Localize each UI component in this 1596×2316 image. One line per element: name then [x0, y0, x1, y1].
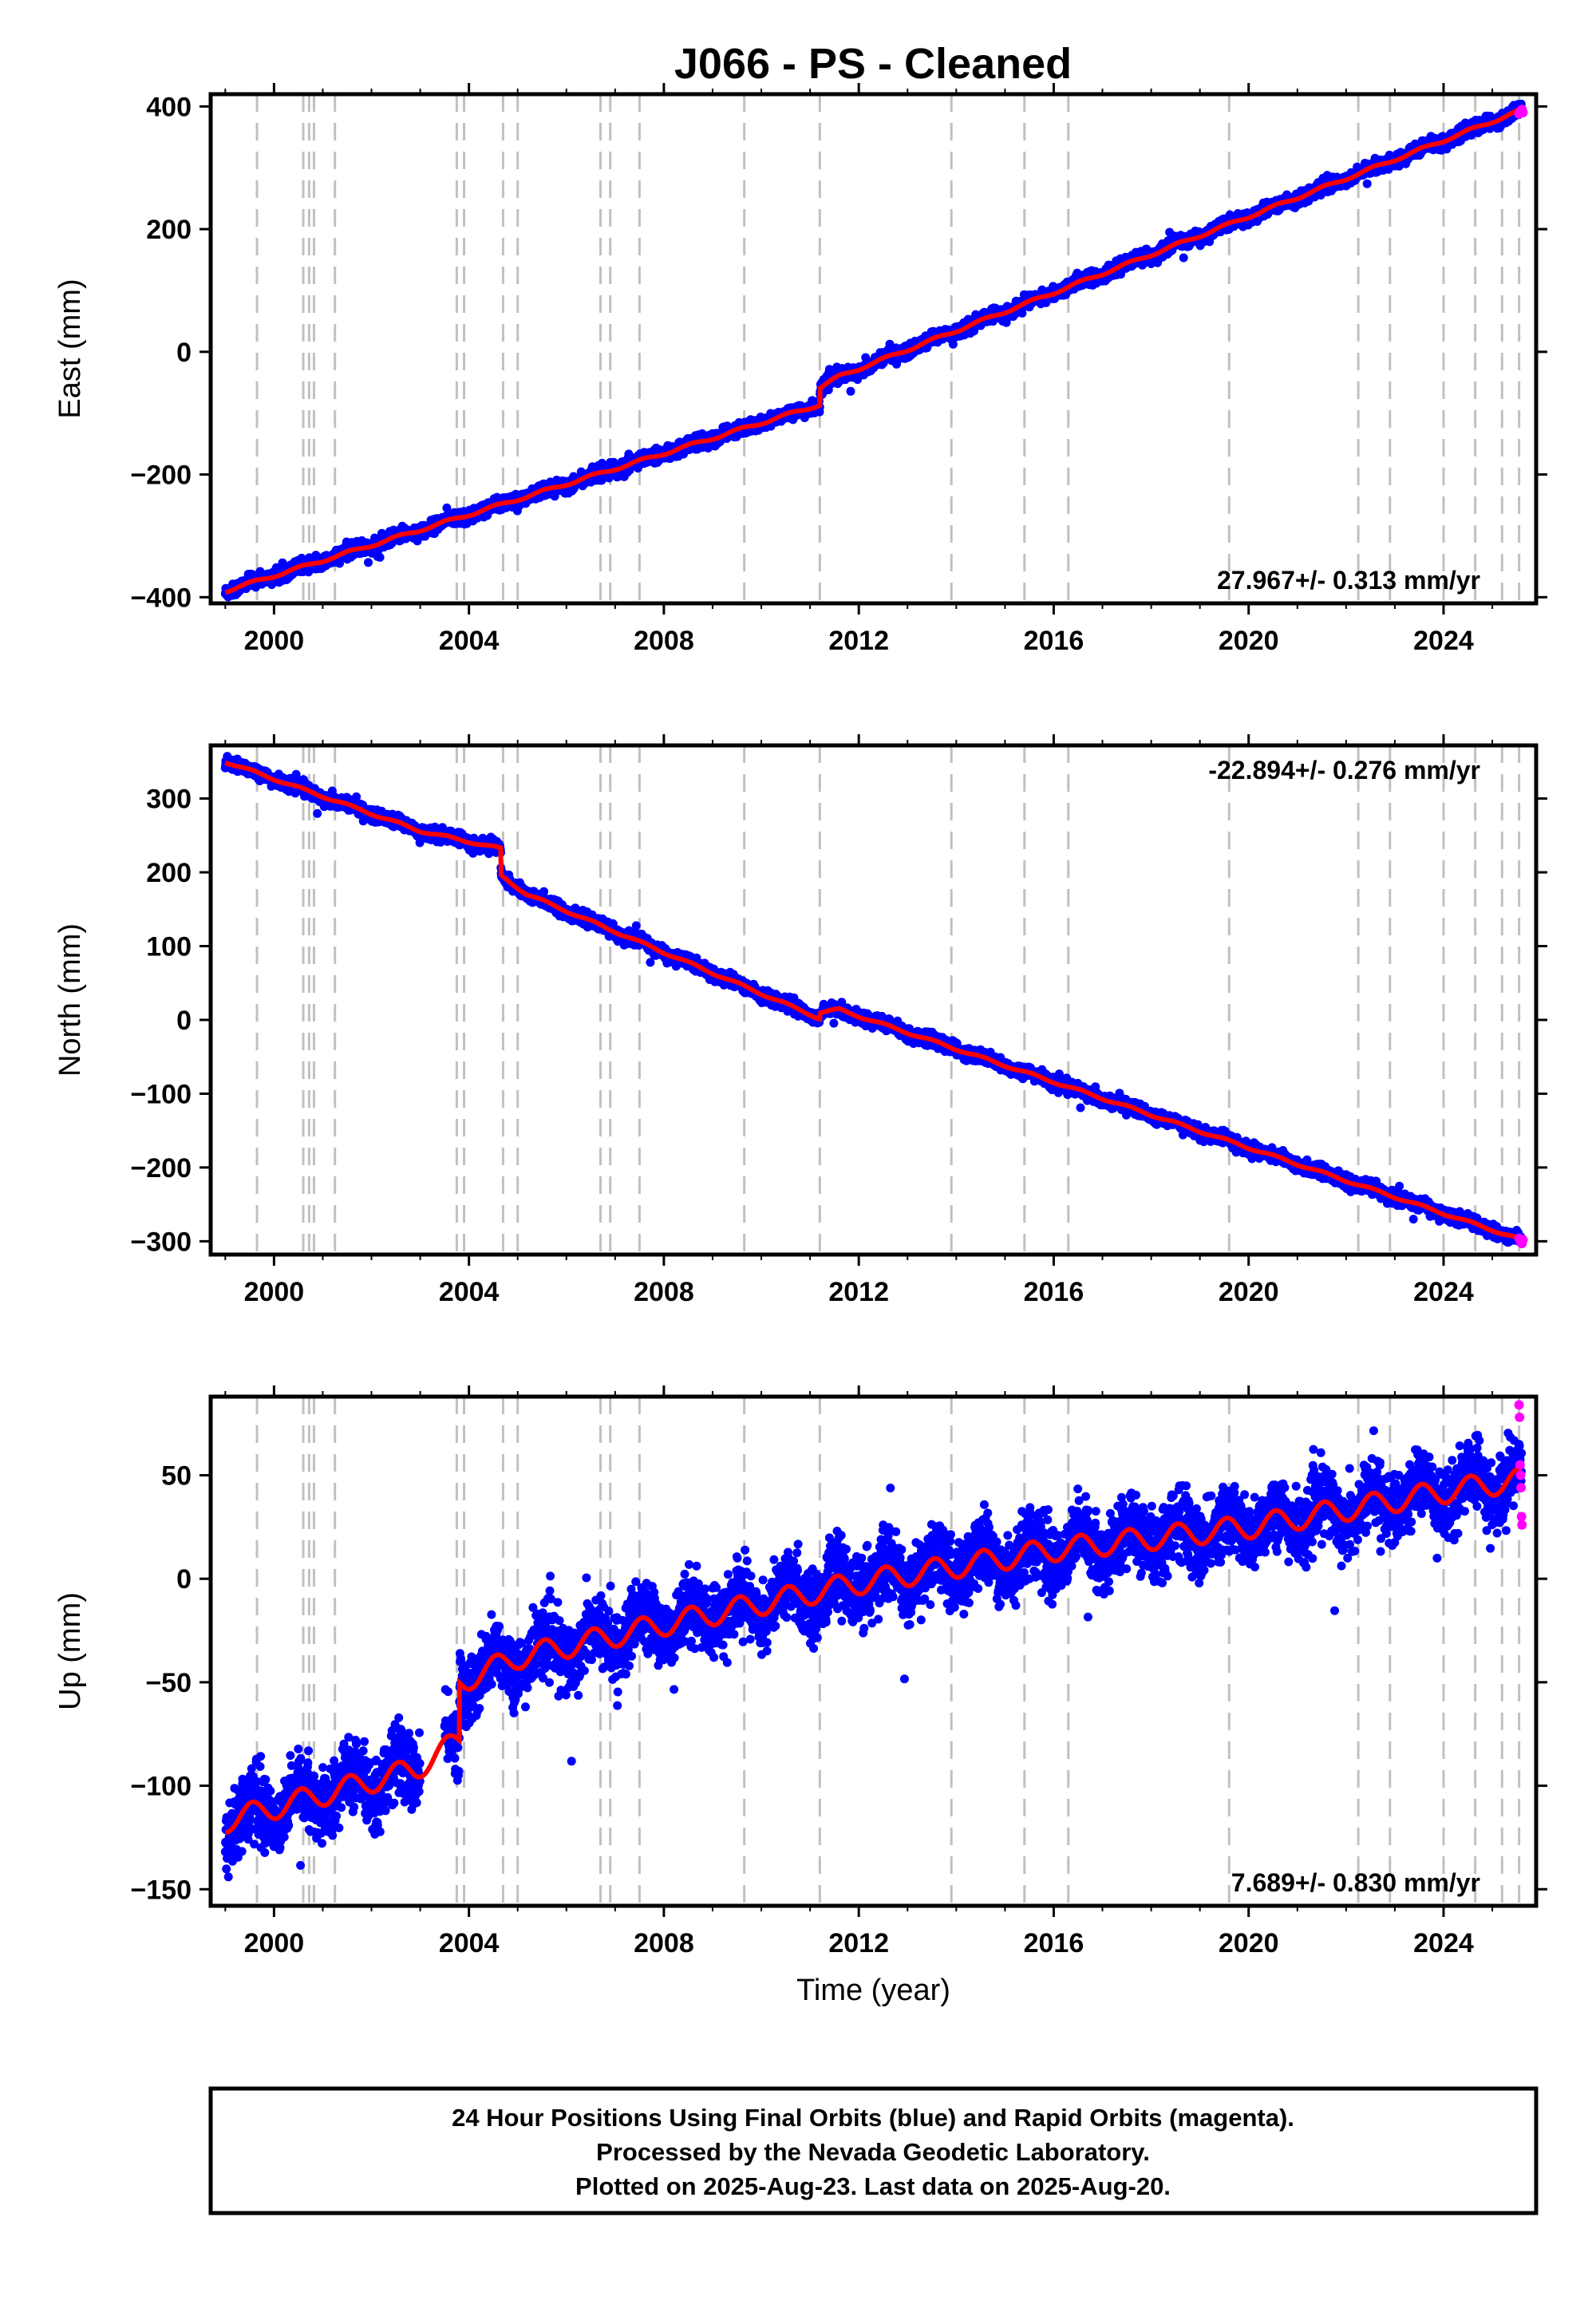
data-point — [1179, 253, 1188, 263]
data-point — [375, 552, 385, 562]
data-point — [364, 558, 373, 567]
data-point — [846, 386, 855, 396]
east-panel: 2000 2004 2008 2012 2016 2020 2024−400−2000200… — [53, 83, 1547, 656]
east-final-orbit-points — [220, 99, 1527, 602]
data-point — [824, 385, 833, 394]
data-point — [335, 559, 344, 568]
data-point — [278, 558, 287, 567]
main-title: J066 - PS - Cleaned — [674, 40, 1072, 88]
east-plot-area — [220, 94, 1528, 603]
